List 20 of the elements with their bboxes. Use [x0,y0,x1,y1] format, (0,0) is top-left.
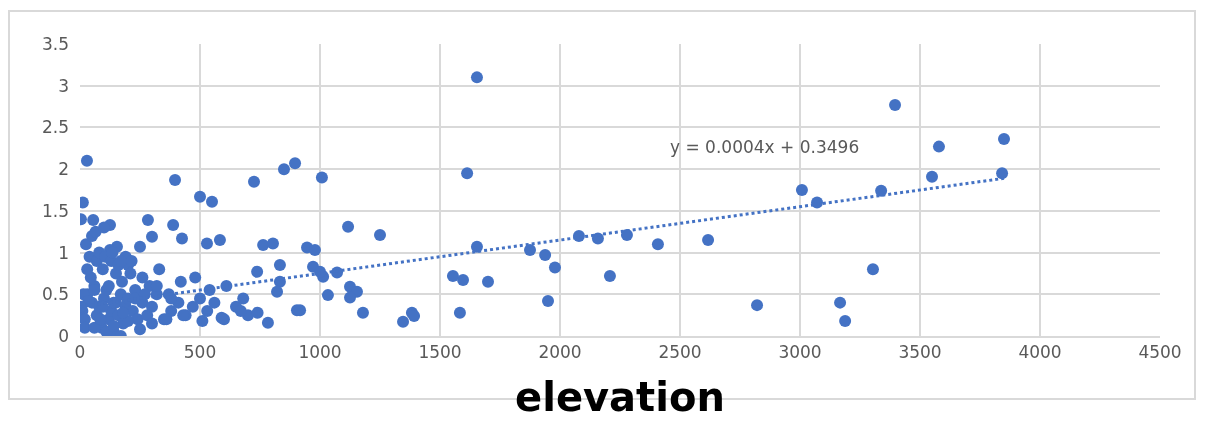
x-tick-label: 2000 [538,342,582,363]
y-tick-label: 1.5 [41,200,69,221]
x-tick-label: 500 [183,342,217,363]
x-tick-label: 2500 [658,342,702,363]
y-tick-label: 0.5 [41,284,69,305]
y-tick-label: 1 [58,242,69,263]
annotation: y = 0.0004x + 0.3496 [670,137,860,157]
x-tick-label: 0 [74,342,86,363]
x-tick-label: 3500 [898,342,942,363]
y-tick-label: 3 [58,75,69,96]
y-tick-label: 3.5 [41,33,69,54]
x-axis-title: elevation [515,374,725,421]
x-tick-label: 4000 [1018,342,1062,363]
x-tick-label: 1500 [418,342,462,363]
y-tick-label: 2 [58,159,69,180]
x-tick-label: 1000 [298,342,342,363]
y-tick-label: 2.5 [41,117,69,138]
x-tick-label: 3000 [778,342,822,363]
y-tick-label: 0 [58,325,69,346]
x-tick-label: 4500 [1138,342,1182,363]
